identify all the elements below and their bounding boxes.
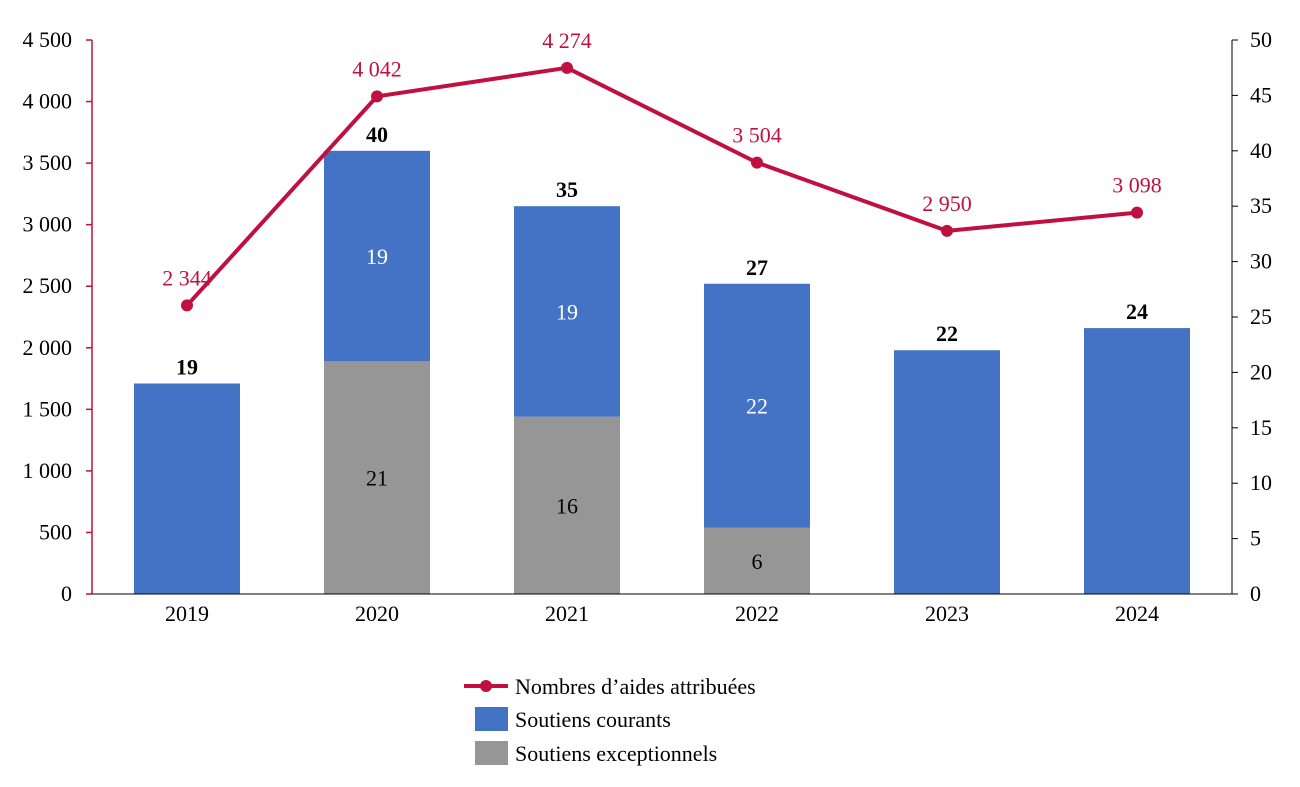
line-value-label: 3 098 xyxy=(1112,173,1162,198)
line-point xyxy=(751,156,763,169)
bar-soutiens-courants xyxy=(894,350,1000,594)
right-axis-tick-label: 5 xyxy=(1250,526,1261,551)
x-tick-label: 2024 xyxy=(1115,601,1159,626)
left-axis-tick-label: 0 xyxy=(61,581,72,606)
legend-line-marker xyxy=(480,680,492,692)
right-axis-tick-label: 40 xyxy=(1250,138,1272,163)
x-tick-label: 2021 xyxy=(545,601,589,626)
legend-label: Soutiens exceptionnels xyxy=(515,741,717,766)
bar-total-label: 35 xyxy=(556,177,578,202)
legend-label: Soutiens courants xyxy=(515,707,671,732)
line-value-label: 3 504 xyxy=(732,123,782,148)
x-tick-label: 2023 xyxy=(925,601,969,626)
right-axis-tick-label: 50 xyxy=(1250,27,1272,52)
bar-total-label: 40 xyxy=(366,122,388,147)
bar-soutiens-exceptionnels xyxy=(514,416,620,594)
right-axis-tick-label: 20 xyxy=(1250,359,1272,384)
bar-total-label: 24 xyxy=(1126,299,1148,324)
left-axis-tick-label: 3 500 xyxy=(23,150,73,175)
bar-soutiens-courants xyxy=(324,150,430,362)
left-axis-tick-label: 4 000 xyxy=(23,89,73,114)
right-axis-tick-label: 0 xyxy=(1250,581,1261,606)
bar-value-label: 21 xyxy=(366,466,388,491)
left-axis-tick-label: 500 xyxy=(39,519,72,544)
bar-value-label: 6 xyxy=(752,549,763,574)
bar-value-label: 16 xyxy=(556,493,578,518)
bar-soutiens-exceptionnels xyxy=(324,361,430,594)
line-point xyxy=(561,61,573,74)
line-point xyxy=(1131,206,1143,219)
right-axis-tick-label: 45 xyxy=(1250,82,1272,107)
right-axis-tick-label: 15 xyxy=(1250,415,1272,440)
bar-soutiens-courants xyxy=(1084,328,1190,594)
x-tick-label: 2022 xyxy=(735,601,779,626)
left-axis-tick-label: 2 500 xyxy=(23,273,73,298)
right-axis-tick-label: 10 xyxy=(1250,470,1272,495)
bar-soutiens-courants xyxy=(134,383,240,594)
legend-swatch-courants xyxy=(475,707,508,731)
bar-soutiens-exceptionnels xyxy=(704,527,810,594)
right-axis-tick-label: 35 xyxy=(1250,193,1272,218)
left-axis-tick-label: 4 500 xyxy=(23,27,73,52)
bar-value-label: 19 xyxy=(366,244,388,269)
right-axis-tick-label: 25 xyxy=(1250,304,1272,329)
left-axis-tick-label: 1 000 xyxy=(23,458,73,483)
x-tick-label: 2020 xyxy=(355,601,399,626)
line-value-label: 2 344 xyxy=(162,265,212,290)
left-axis-tick-label: 3 000 xyxy=(23,212,73,237)
line-value-label: 2 950 xyxy=(922,191,972,216)
line-point xyxy=(371,90,383,103)
bar-value-label: 19 xyxy=(556,299,578,324)
bar-soutiens-courants xyxy=(514,206,620,417)
line-value-label: 4 274 xyxy=(542,28,592,53)
legend-swatch-exceptionnels xyxy=(475,741,508,765)
bar-total-label: 19 xyxy=(176,354,198,379)
line-point xyxy=(181,299,193,312)
bar-total-label: 27 xyxy=(746,255,768,280)
line-value-label: 4 042 xyxy=(352,56,402,81)
bar-value-label: 22 xyxy=(746,394,768,419)
line-nombres-aides xyxy=(185,65,1138,307)
x-tick-label: 2019 xyxy=(165,601,209,626)
bar-total-label: 22 xyxy=(936,321,958,346)
left-axis-tick-label: 2 000 xyxy=(23,335,73,360)
bar-soutiens-courants xyxy=(704,283,810,528)
legend-label: Nombres d’aides attribuées xyxy=(515,674,756,699)
left-axis-tick-label: 1 500 xyxy=(23,396,73,421)
right-axis-tick-label: 30 xyxy=(1250,249,1272,274)
line-point xyxy=(941,224,953,237)
